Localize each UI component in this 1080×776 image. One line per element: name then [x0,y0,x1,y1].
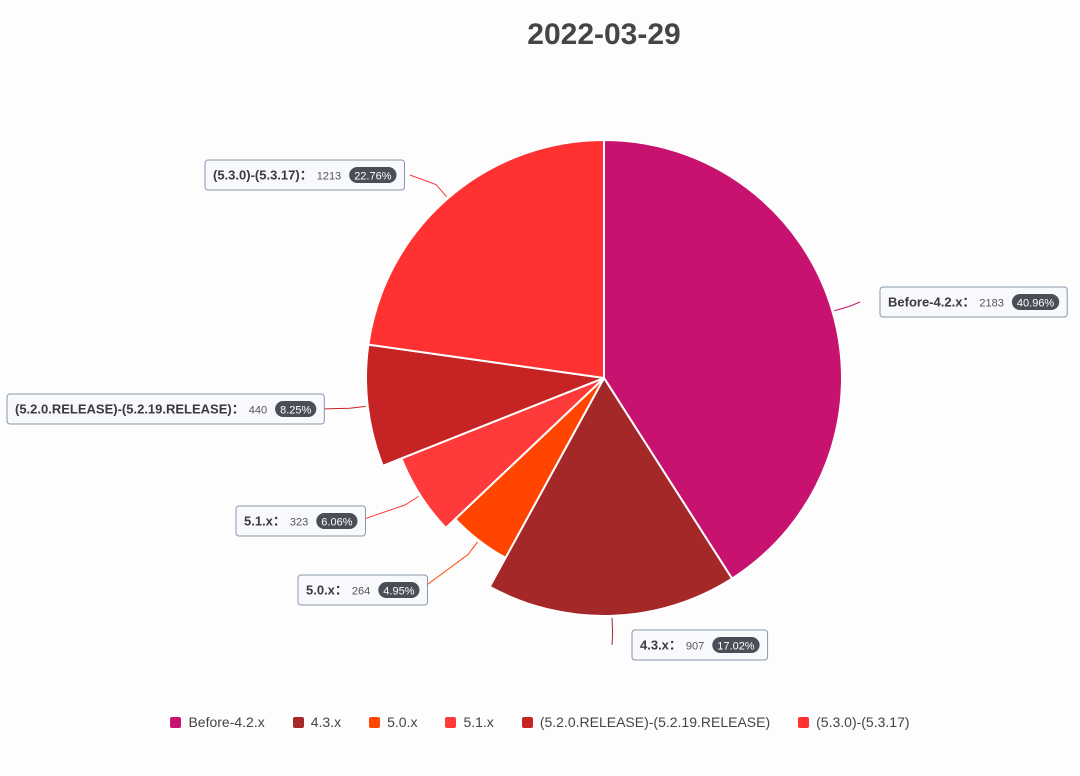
legend-swatch [445,716,457,728]
slice-label-percent-pill [275,401,317,417]
slice-label-value: 907 [686,641,704,653]
slice-label-percent-pill [712,637,760,653]
slice-label-5: (5.3.0)-(5.3.17)： 1213 22.76% [204,159,405,191]
slice-label-0: Before-4.2.x： 2183 40.96% [879,286,1068,318]
slice-label-name: Before-4.2.x： [888,295,975,310]
chart-legend: Before-4.2.x 4.3.x 5.0.x 5.1.x (5.2.0.RELEAS… [0,714,1080,730]
pie-slice-4[interactable] [365,343,605,467]
slice-label-percent: 8.25% [280,405,311,417]
legend-item-4[interactable]: (5.2.0.RELEASE)-(5.2.19.RELEASE) [521,714,771,730]
slice-label-name: (5.3.0)-(5.3.17)： [213,168,313,183]
slice-label-name: 5.0.x： [306,583,348,598]
slice-label-1: 4.3.x： 907 17.02% [631,629,769,661]
legend-label: 4.3.x [310,714,342,730]
legend-item-0[interactable]: Before-4.2.x [170,714,265,730]
leader-line-2 [419,541,479,591]
legend-swatch [170,716,182,728]
slice-label-2: 5.0.x： 264 4.95% [297,574,428,606]
leader-line-3 [357,495,419,522]
slice-label-percent: 6.06% [321,517,352,529]
pie-plot-area: Before-4.2.x： 2183 40.96% 4.3.x： 907 17.02% 5.… [6,139,1068,661]
legend-label: 5.1.x [463,714,494,730]
legend-label: Before-4.2.x [188,714,265,730]
slice-label-value: 323 [290,517,308,529]
slice-label-name: 4.3.x： [640,638,682,653]
slice-label-value: 264 [352,586,370,598]
slice-label-percent: 17.02% [717,641,755,653]
legend-label: (5.3.0)-(5.3.17) [816,714,910,730]
pie-slice-5[interactable] [367,139,605,379]
legend-swatch [292,716,304,728]
legend-swatch [521,716,533,728]
slice-label-4: (5.2.0.RELEASE)-(5.2.19.RELEASE)： 440 8.25… [6,393,325,425]
slice-label-percent: 22.76% [354,171,392,183]
pie-slice-1[interactable] [488,377,734,617]
leader-line-5 [409,174,448,198]
legend-swatch [369,716,381,728]
legend-label: 5.0.x [387,714,418,730]
pie-slice-0[interactable] [603,139,843,580]
slice-label-percent-pill [349,167,397,183]
slice-label-percent: 4.95% [383,586,414,598]
slice-label-value: 440 [249,405,267,417]
leader-line-1 [611,617,614,646]
slice-label-percent-pill [378,582,420,598]
slice-label-name: (5.2.0.RELEASE)-(5.2.19.RELEASE)： [15,402,245,417]
legend-item-2[interactable]: 5.0.x [369,714,417,730]
leader-line-4 [317,405,366,410]
legend-item-1[interactable]: 4.3.x [292,714,342,730]
legend-item-5[interactable]: (5.3.0)-(5.3.17) [798,714,910,730]
slice-label-percent: 40.96% [1017,298,1055,310]
chart-title: 2022-03-29 [527,18,681,51]
slice-label-3: 5.1.x： 323 6.06% [235,505,366,537]
slice-label-percent-pill [1011,294,1060,310]
slice-label-box [6,393,325,425]
slice-label-percent-pill [316,513,358,529]
legend-label: (5.2.0.RELEASE)-(5.2.19.RELEASE) [539,714,771,730]
legend-item-3[interactable]: 5.1.x [445,714,494,730]
legend-swatch [798,716,810,728]
leader-line-0 [834,301,861,312]
slice-label-name: 5.1.x： [244,514,286,529]
slice-label-value: 2183 [979,298,1003,310]
slice-label-value: 1213 [317,171,341,183]
